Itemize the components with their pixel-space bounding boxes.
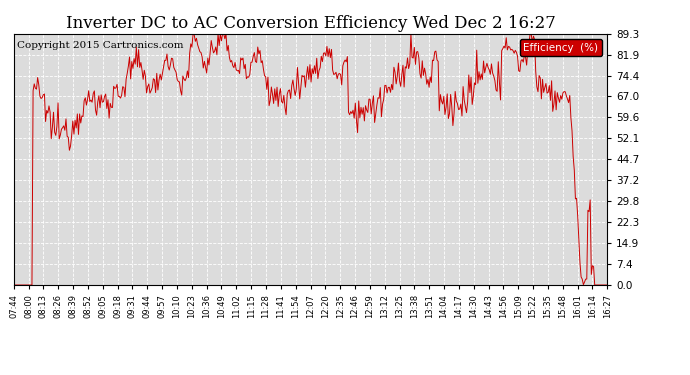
Text: Copyright 2015 Cartronics.com: Copyright 2015 Cartronics.com [17, 41, 184, 50]
Title: Inverter DC to AC Conversion Efficiency Wed Dec 2 16:27: Inverter DC to AC Conversion Efficiency … [66, 15, 555, 32]
Legend: Efficiency  (%): Efficiency (%) [520, 39, 602, 56]
